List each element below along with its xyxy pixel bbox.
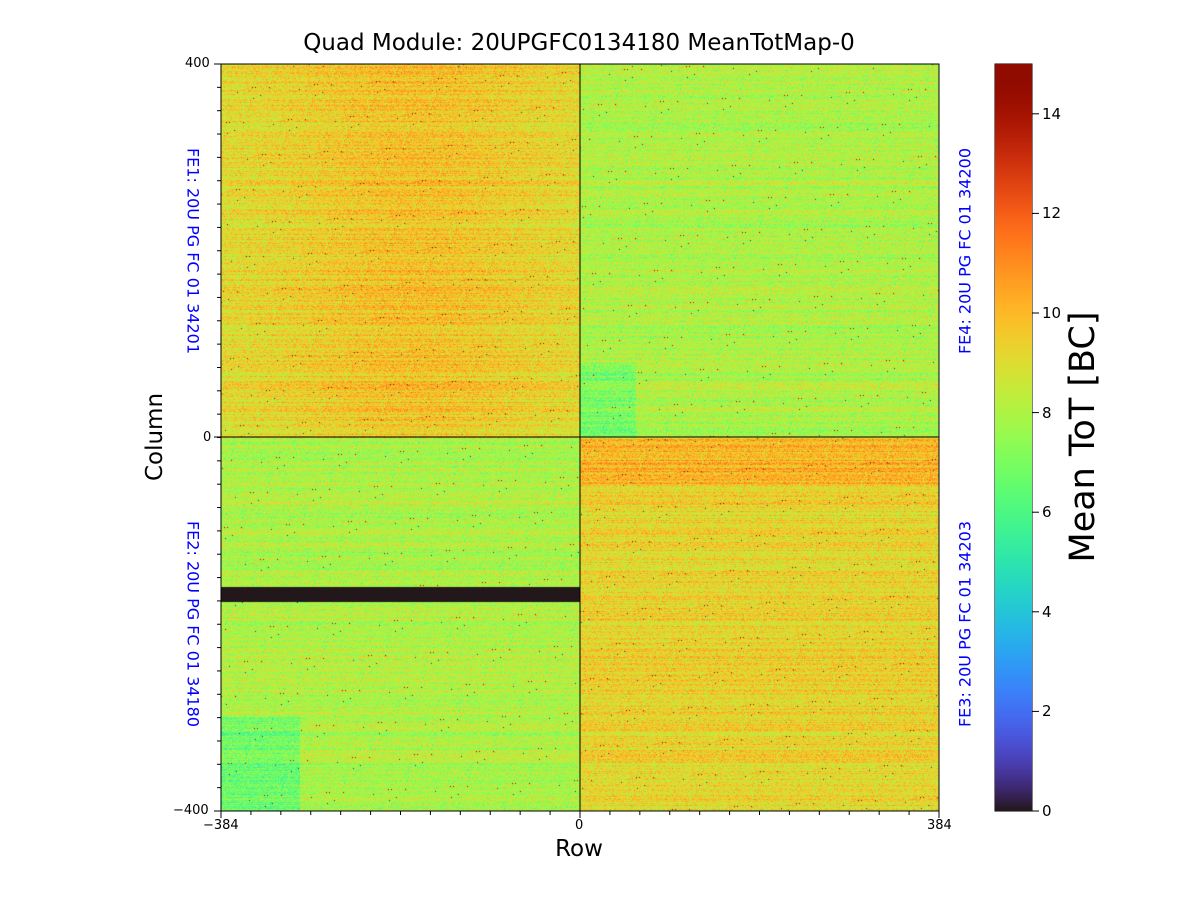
- y-minor-ticks: [217, 63, 221, 812]
- plot-frame: [220, 63, 940, 812]
- x-axis-label: Row: [555, 836, 603, 862]
- colorbar: [995, 64, 1032, 811]
- x-tick-label-384: 384: [927, 818, 952, 833]
- y-axis-label: Column: [142, 392, 168, 482]
- colorbar-label: Mean ToT [BC]: [1063, 311, 1103, 563]
- colorbar-tick-label-10: 10: [1042, 304, 1062, 322]
- colorbar-tick-label-14: 14: [1042, 104, 1062, 123]
- colorbar-tick-label-12: 12: [1042, 204, 1062, 223]
- y-tick-label-neg400: −400: [173, 803, 209, 818]
- fe3-label: FE3: 20U PG FC 01 34203: [955, 520, 975, 728]
- colorbar-tick-label-0: 0: [1042, 802, 1052, 820]
- y-tick-label-0: 0: [203, 430, 212, 445]
- colorbar-ticks: [1032, 113, 1039, 812]
- y-tick-label-400: 400: [185, 56, 210, 71]
- fe1-label: FE1: 20U PG FC 01 34201: [183, 147, 203, 355]
- colorbar-tick-label-2: 2: [1042, 702, 1052, 721]
- colorbar-tick-label-8: 8: [1042, 403, 1052, 422]
- fe4-label: FE4: 20U PG FC 01 34200: [955, 147, 975, 355]
- x-tick-label-neg384: −384: [203, 818, 239, 833]
- colorbar-tick-label-6: 6: [1042, 503, 1052, 522]
- chart-title: Quad Module: 20UPGFC0134180 MeanTotMap-0: [303, 30, 855, 56]
- x-tick-label-0: 0: [575, 818, 584, 833]
- fe2-label: FE2: 20U PG FC 01 34180: [183, 520, 203, 728]
- colorbar-tick-label-4: 4: [1042, 602, 1052, 621]
